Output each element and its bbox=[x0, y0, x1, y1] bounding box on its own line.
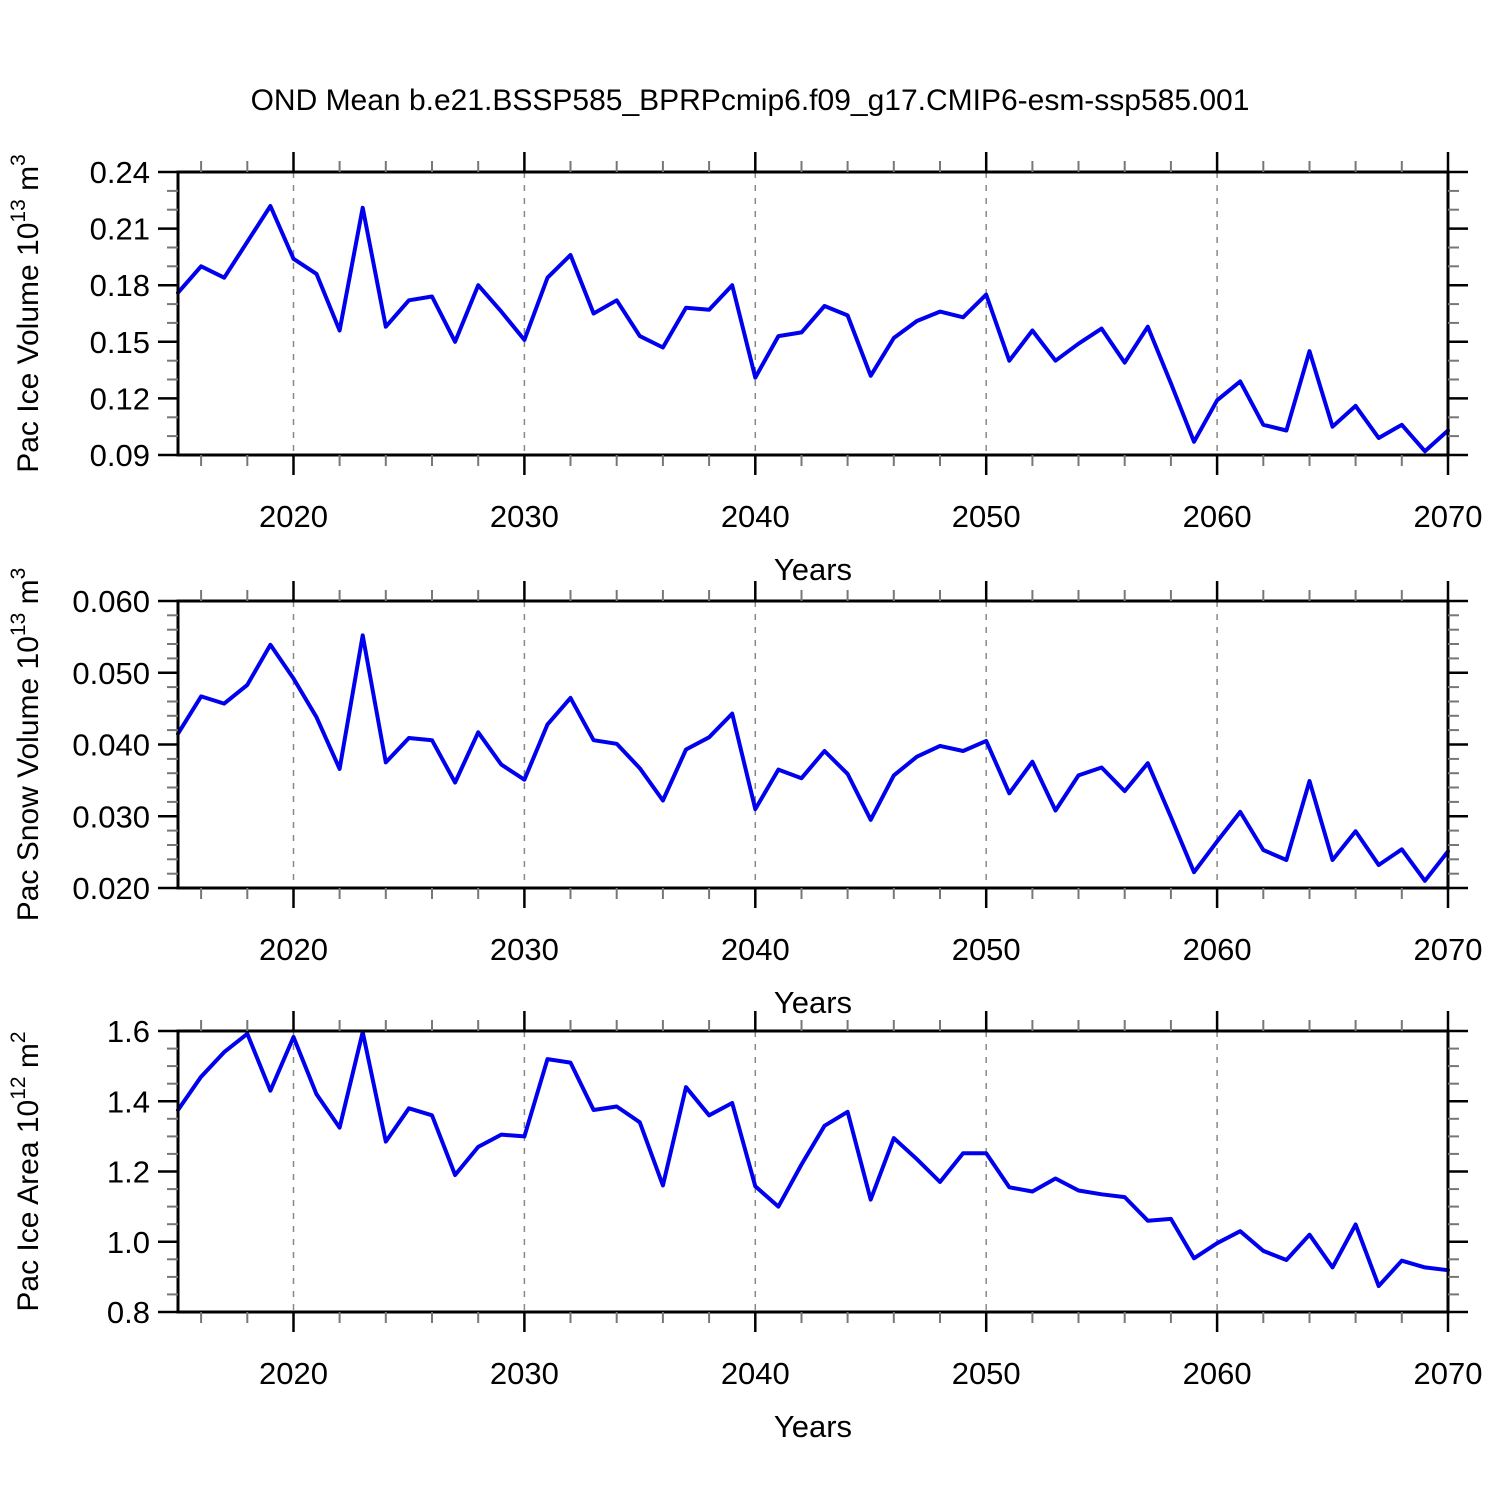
pac-ice-area-panel: 2020 2030 2040 2050 2060 2070 Years 0.8 1.0 1.2 1.… bbox=[7, 1011, 1482, 1444]
x-tick-label: 2040 bbox=[721, 1356, 790, 1391]
x-tick-label: 2030 bbox=[490, 932, 559, 967]
x-tick-label: 2070 bbox=[1414, 499, 1483, 534]
x-tick-label: 2020 bbox=[259, 932, 328, 967]
plot-frame bbox=[176, 1029, 1450, 1314]
y-tick-label: 0.020 bbox=[72, 871, 150, 906]
x-tick-label: 2060 bbox=[1183, 932, 1252, 967]
pac-ice-area-series bbox=[176, 1030, 1450, 1288]
pac-snow-volume-series bbox=[176, 633, 1450, 883]
y-tick-label: 0.09 bbox=[90, 438, 150, 473]
x-axis-title: Years bbox=[774, 552, 852, 587]
y-tick-label: 0.040 bbox=[72, 728, 150, 763]
y-tick-label: 0.050 bbox=[72, 656, 150, 691]
y-tick-label: 0.18 bbox=[90, 268, 150, 303]
x-tick-label: 2020 bbox=[259, 1356, 328, 1391]
y-tick-label: 0.12 bbox=[90, 381, 150, 416]
x-axis-title: Years bbox=[774, 1409, 852, 1444]
x-tick-label: 2040 bbox=[721, 932, 790, 967]
x-tick-label: 2040 bbox=[721, 499, 790, 534]
y-tick-label: 1.0 bbox=[107, 1225, 150, 1260]
x-tick-label: 2030 bbox=[490, 1356, 559, 1391]
y-tick-label: 1.2 bbox=[107, 1155, 150, 1190]
pac-ice-volume-series bbox=[176, 204, 1450, 454]
y-tick-label: 1.4 bbox=[107, 1084, 150, 1119]
y-tick-label: 0.060 bbox=[72, 584, 150, 619]
x-axis-title: Years bbox=[774, 985, 852, 1020]
y-tick-label: 0.24 bbox=[90, 155, 150, 190]
pac-ice-volume-panel: 2020 2030 2040 2050 2060 2070 Years 0.09 0.12 0.1… bbox=[7, 152, 1482, 587]
x-tick-label: 2050 bbox=[952, 932, 1021, 967]
plot-frame bbox=[176, 170, 1450, 457]
x-tick-label: 2050 bbox=[952, 1356, 1021, 1391]
x-tick-label: 2030 bbox=[490, 499, 559, 534]
y-axis-title: Pac Snow Volume 1013 m3 bbox=[7, 568, 45, 922]
x-tick-label: 2060 bbox=[1183, 499, 1252, 534]
chart-title: OND Mean b.e21.BSSP585_BPRPcmip6.f09_g17… bbox=[250, 84, 1250, 117]
y-tick-label: 1.6 bbox=[107, 1014, 150, 1049]
y-tick-label: 0.21 bbox=[90, 212, 150, 247]
plot-frame bbox=[176, 599, 1450, 890]
x-tick-label: 2020 bbox=[259, 499, 328, 534]
y-tick-label: 0.030 bbox=[72, 799, 150, 834]
pac-snow-volume-panel: 2020 2030 2040 2050 2060 2070 Years 0.020 0.030 0… bbox=[7, 568, 1482, 1020]
y-axis-title: Pac Ice Volume 1013 m3 bbox=[7, 154, 45, 473]
y-axis-title: Pac Ice Area 1012 m2 bbox=[7, 1031, 45, 1311]
x-tick-label: 2050 bbox=[952, 499, 1021, 534]
y-tick-label: 0.8 bbox=[107, 1295, 150, 1330]
x-tick-label: 2070 bbox=[1414, 1356, 1483, 1391]
y-tick-label: 0.15 bbox=[90, 325, 150, 360]
x-tick-label: 2070 bbox=[1414, 932, 1483, 967]
x-tick-label: 2060 bbox=[1183, 1356, 1252, 1391]
